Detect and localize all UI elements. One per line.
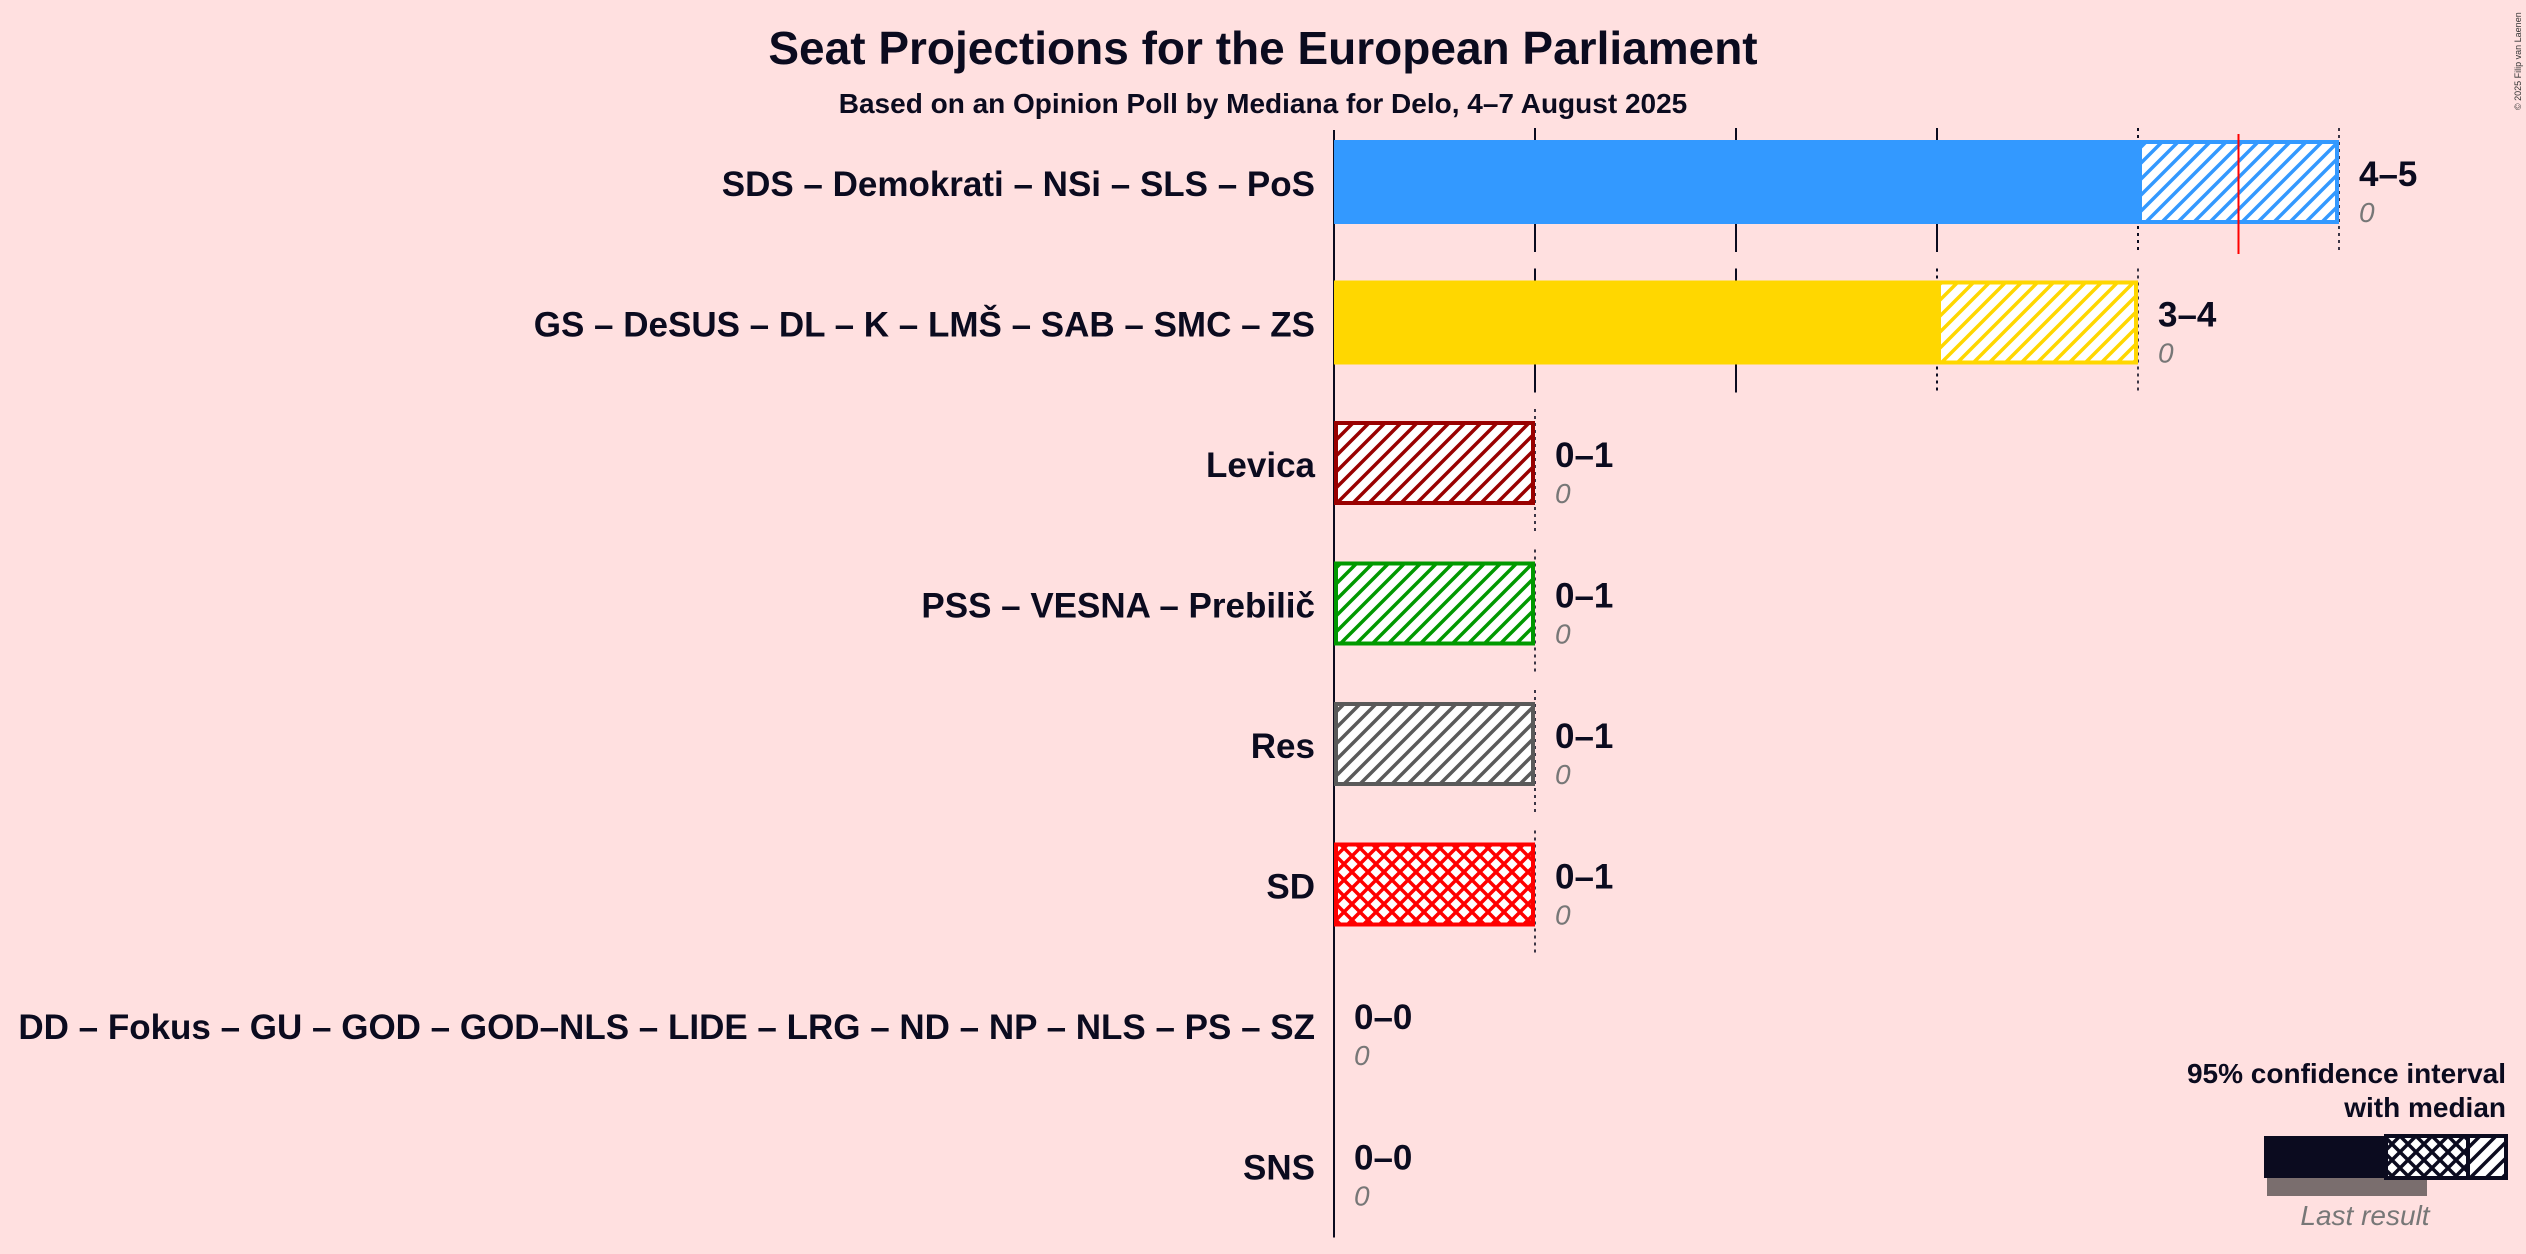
- party-row: SNS 0–00: [1243, 1139, 1412, 1212]
- seat-range-label: 0–1: [1555, 717, 1613, 756]
- party-row: GS – DeSUS – DL – K – LMŠ – SAB – SMC – …: [534, 280, 2217, 369]
- seat-range-label: 0–1: [1555, 436, 1613, 475]
- seat-range-label: 3–4: [2158, 296, 2217, 335]
- ci-hatched-bar: [1334, 842, 1535, 927]
- party-label: SD: [1266, 868, 1315, 907]
- chart-title: Seat Projections for the European Parlia…: [768, 22, 1757, 74]
- chart-subtitle: Based on an Opinion Poll by Mediana for …: [839, 88, 1687, 119]
- party-label: SDS – Demokrati – NSi – SLS – PoS: [722, 165, 1315, 204]
- last-result-label: 0: [2359, 197, 2375, 228]
- legend-ci-label: 95% confidence interval: [2187, 1058, 2506, 1089]
- legend-ci-median-zone: [2384, 1134, 2470, 1180]
- party-label: SNS: [1243, 1149, 1315, 1188]
- party-label: Res: [1251, 727, 1315, 766]
- seat-range-label: 0–1: [1555, 577, 1613, 616]
- party-label: Levica: [1206, 446, 1315, 485]
- last-result-label: 0: [2158, 338, 2174, 369]
- ci-solid-bar: [1334, 140, 2138, 224]
- ci-hatched-bar: [1334, 561, 1535, 646]
- party-row: SDS – Demokrati – NSi – SLS – PoS 4–50: [722, 134, 2417, 254]
- party-row: SD 0–10: [1266, 842, 1613, 931]
- legend-median-label: with median: [2343, 1092, 2506, 1123]
- ci-hatched-bar: [1334, 702, 1535, 786]
- legend-ci-upper-zone: [2466, 1134, 2508, 1180]
- party-row: PSS – VESNA – Prebilič 0–10: [921, 561, 1613, 650]
- legend-last-result-bar: [2267, 1178, 2427, 1196]
- seat-range-label: 0–0: [1354, 1139, 1412, 1178]
- party-row: Res 0–10: [1251, 702, 1613, 790]
- copyright-notice: © 2025 Filip van Laenen: [2513, 12, 2523, 110]
- last-result-label: 0: [1555, 619, 1571, 650]
- party-label: PSS – VESNA – Prebilič: [921, 587, 1315, 626]
- legend: 95% confidence interval with median Last…: [2187, 1058, 2508, 1231]
- seat-range-label: 4–5: [2359, 155, 2417, 194]
- ci-hatched-bar: [1334, 421, 1535, 505]
- last-result-label: 0: [1354, 1181, 1370, 1212]
- party-label: DD – Fokus – GU – GOD – GOD–NLS – LIDE –…: [18, 1008, 1315, 1047]
- party-bars: SDS – Demokrati – NSi – SLS – PoS 4–50GS …: [18, 134, 2417, 1212]
- seat-range-label: 0–0: [1354, 998, 1412, 1037]
- last-result-label: 0: [1555, 759, 1571, 790]
- seat-range-label: 0–1: [1555, 858, 1613, 897]
- legend-ci-solid: [2264, 1136, 2386, 1178]
- party-row: DD – Fokus – GU – GOD – GOD–NLS – LIDE –…: [18, 998, 1412, 1071]
- party-row: Levica 0–10: [1206, 421, 1613, 509]
- party-label: GS – DeSUS – DL – K – LMŠ – SAB – SMC – …: [534, 305, 1315, 345]
- last-result-label: 0: [1555, 900, 1571, 931]
- ci-solid-bar: [1334, 280, 1937, 365]
- legend-last-result-label: Last result: [2300, 1200, 2430, 1231]
- last-result-label: 0: [1555, 478, 1571, 509]
- last-result-label: 0: [1354, 1040, 1370, 1071]
- ci-hatched-bar: [1937, 280, 2138, 365]
